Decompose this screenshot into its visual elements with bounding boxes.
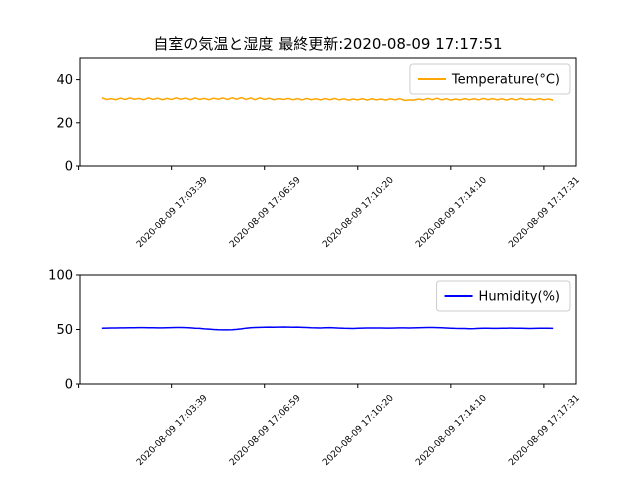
- data-line: [101, 326, 554, 331]
- plot-frame: [79, 274, 577, 385]
- legend: Humidity(%): [436, 280, 571, 312]
- y-tick-label: 0: [65, 378, 73, 393]
- legend-frame: [436, 280, 571, 312]
- y-tick-label: 40: [56, 73, 73, 88]
- y-tick-label: 0: [65, 160, 73, 175]
- y-tick-label: 20: [56, 116, 73, 131]
- data-line: [101, 96, 554, 102]
- y-tick-label: 50: [56, 323, 73, 338]
- legend-label: Humidity(%): [479, 290, 560, 305]
- legend-frame: [409, 63, 571, 95]
- plot-frame: [79, 57, 577, 167]
- legend: Temperature(°C): [409, 63, 571, 95]
- y-tick-label: 100: [48, 269, 73, 284]
- legend-label: Temperature(°C): [451, 73, 560, 88]
- chart-title: 自室の気温と湿度 最終更新:2020-08-09 17:17:51: [153, 35, 502, 53]
